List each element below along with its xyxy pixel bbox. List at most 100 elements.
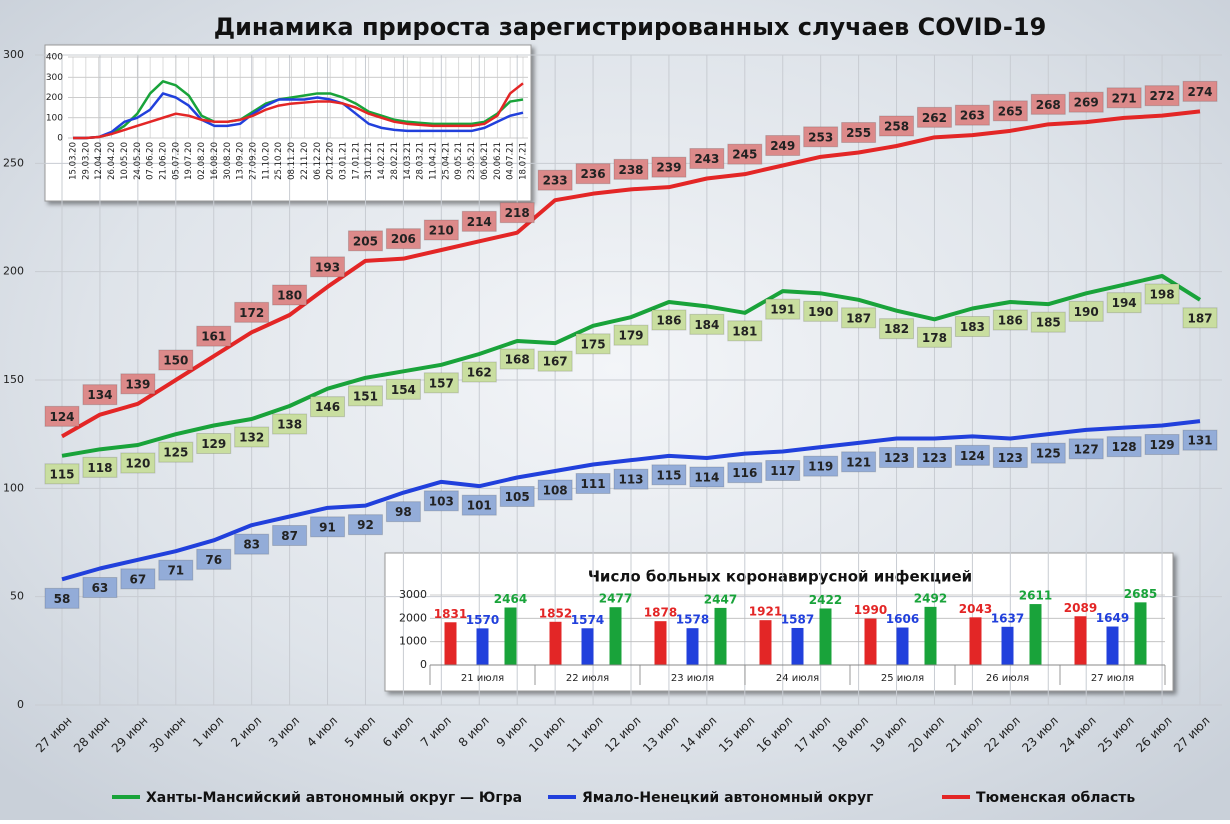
data-label: 274	[1187, 85, 1212, 99]
data-label: 108	[543, 484, 568, 498]
data-label: 191	[770, 303, 795, 317]
data-label: 2685	[1124, 587, 1157, 601]
y-tick-label: 3000	[399, 588, 427, 601]
data-label: 1649	[1096, 611, 1129, 625]
data-label-box	[916, 326, 952, 348]
data-label-box	[992, 309, 1028, 331]
legend-label: Ханты-Мансийский автономный округ — Югра	[146, 790, 522, 806]
x-tick-label: 25.10.20	[274, 142, 284, 180]
x-tick-label: 25 июля	[881, 673, 924, 684]
data-label-box	[234, 301, 270, 323]
data-label-box	[158, 441, 194, 463]
data-label-box	[461, 494, 497, 516]
y-tick-label: 150	[3, 373, 24, 386]
data-label: 233	[543, 174, 568, 188]
data-label: 1921	[749, 605, 782, 619]
data-label: 2464	[494, 592, 527, 606]
data-label-box	[234, 426, 270, 448]
data-label-box	[1030, 93, 1066, 115]
x-tick-label: 22 июля	[566, 673, 609, 684]
data-label: 172	[239, 306, 264, 320]
data-label: 2043	[959, 602, 992, 616]
data-label-box	[651, 156, 687, 178]
x-tick-label: 26 июля	[986, 673, 1029, 684]
data-label: 184	[694, 318, 719, 332]
data-label: 206	[391, 232, 416, 246]
bar	[654, 621, 667, 665]
y-tick-label: 1000	[399, 635, 427, 648]
data-label: 168	[505, 353, 530, 367]
data-label-box	[196, 548, 232, 570]
data-label: 180	[277, 289, 302, 303]
data-label-box	[310, 256, 346, 278]
data-label: 129	[201, 437, 226, 451]
data-label: 238	[618, 163, 643, 177]
bar	[549, 621, 562, 665]
data-label-box	[1144, 283, 1180, 305]
x-tick-label: 23.05.21	[467, 142, 477, 180]
data-label: 263	[960, 109, 985, 123]
x-tick-label: 23 июля	[671, 673, 714, 684]
data-label: 161	[201, 330, 226, 344]
data-label-box	[765, 460, 801, 481]
data-label: 151	[353, 389, 378, 403]
data-label: 2611	[1019, 589, 1052, 603]
bar	[1001, 626, 1014, 665]
data-label: 253	[808, 130, 833, 144]
data-label: 134	[87, 388, 112, 402]
series-line	[73, 80, 524, 140]
data-label: 117	[770, 464, 795, 478]
data-label: 239	[656, 161, 681, 175]
data-label: 123	[884, 451, 909, 465]
x-tick-label: 26.04.20	[107, 142, 117, 180]
data-label: 2422	[809, 593, 842, 607]
data-label: 198	[1150, 288, 1175, 302]
data-label-box	[803, 455, 839, 477]
bar	[444, 622, 457, 665]
bar	[476, 628, 489, 665]
data-label: 265	[998, 104, 1023, 118]
data-label: 190	[808, 305, 833, 319]
data-label: 124	[960, 449, 985, 463]
data-label-box	[841, 122, 877, 143]
y-tick-label: 0	[57, 134, 63, 144]
data-label: 115	[49, 467, 74, 481]
bar	[864, 618, 877, 665]
data-label: 1578	[676, 613, 709, 627]
data-label-box	[575, 333, 611, 355]
data-label: 67	[130, 572, 147, 586]
data-label: 138	[277, 418, 302, 432]
bar-chart-title: Число больных коронавирусной инфекцией	[588, 568, 972, 586]
data-label: 123	[998, 451, 1023, 465]
x-tick-label: 04.07.21	[506, 142, 516, 180]
data-label-box	[82, 384, 118, 406]
data-label: 190	[1074, 305, 1099, 319]
data-label-box	[537, 350, 573, 372]
data-label-box	[841, 451, 877, 473]
data-label-box	[879, 447, 915, 468]
data-label-box	[727, 143, 763, 165]
x-tick-label: 14.03.21	[403, 142, 413, 180]
x-tick-label: 11.10.20	[261, 142, 271, 180]
data-label-box	[879, 115, 915, 137]
data-label: 2447	[704, 592, 737, 606]
data-label: 175	[581, 337, 606, 351]
data-label: 162	[467, 366, 492, 380]
data-label-box	[1030, 311, 1066, 333]
y-tick-label: 2000	[399, 611, 427, 624]
data-label: 187	[846, 311, 871, 325]
data-label-box	[310, 516, 346, 538]
data-label: 2492	[914, 591, 947, 605]
data-label: 236	[581, 167, 606, 181]
data-label-box	[765, 298, 801, 320]
data-label-box	[499, 486, 535, 507]
data-label: 262	[922, 111, 947, 125]
x-tick-label: 25.04.21	[441, 142, 451, 180]
y-tick-label: 300	[46, 73, 63, 83]
x-tick-label: 24 июля	[776, 673, 819, 684]
data-label: 1831	[434, 607, 467, 621]
data-label-box	[158, 349, 194, 371]
data-label: 187	[1187, 311, 1212, 325]
data-label: 116	[732, 466, 757, 480]
data-label-box	[120, 452, 156, 474]
